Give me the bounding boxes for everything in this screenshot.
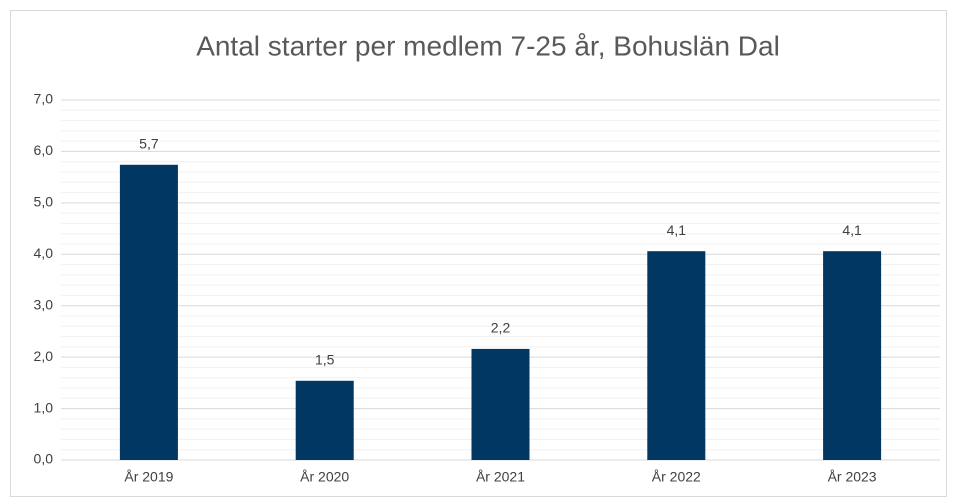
x-tick-label: År 2022: [652, 469, 701, 485]
y-tick-label: 3,0: [34, 296, 54, 312]
bar: [823, 251, 882, 460]
x-tick-label: År 2019: [124, 469, 173, 485]
bar: [471, 348, 530, 460]
bar: [295, 380, 354, 460]
bar: [647, 251, 706, 460]
data-label: 4,1: [842, 222, 862, 238]
y-tick-label: 4,0: [34, 245, 54, 261]
y-tick-label: 2,0: [34, 348, 54, 364]
y-tick-label: 0,0: [34, 451, 54, 467]
x-tick-label: År 2023: [828, 469, 877, 485]
bar: [119, 164, 178, 461]
y-tick-label: 7,0: [34, 91, 54, 107]
data-label: 4,1: [667, 222, 687, 238]
chart-title: Antal starter per medlem 7-25 år, Bohusl…: [196, 30, 780, 61]
data-label: 5,7: [139, 136, 159, 152]
data-label: 2,2: [491, 320, 511, 336]
y-tick-label: 5,0: [34, 194, 54, 210]
y-tick-label: 1,0: [34, 399, 54, 415]
x-tick-label: År 2021: [476, 469, 525, 485]
x-tick-label: År 2020: [300, 469, 349, 485]
y-tick-label: 6,0: [34, 142, 54, 158]
data-label: 1,5: [315, 352, 335, 368]
